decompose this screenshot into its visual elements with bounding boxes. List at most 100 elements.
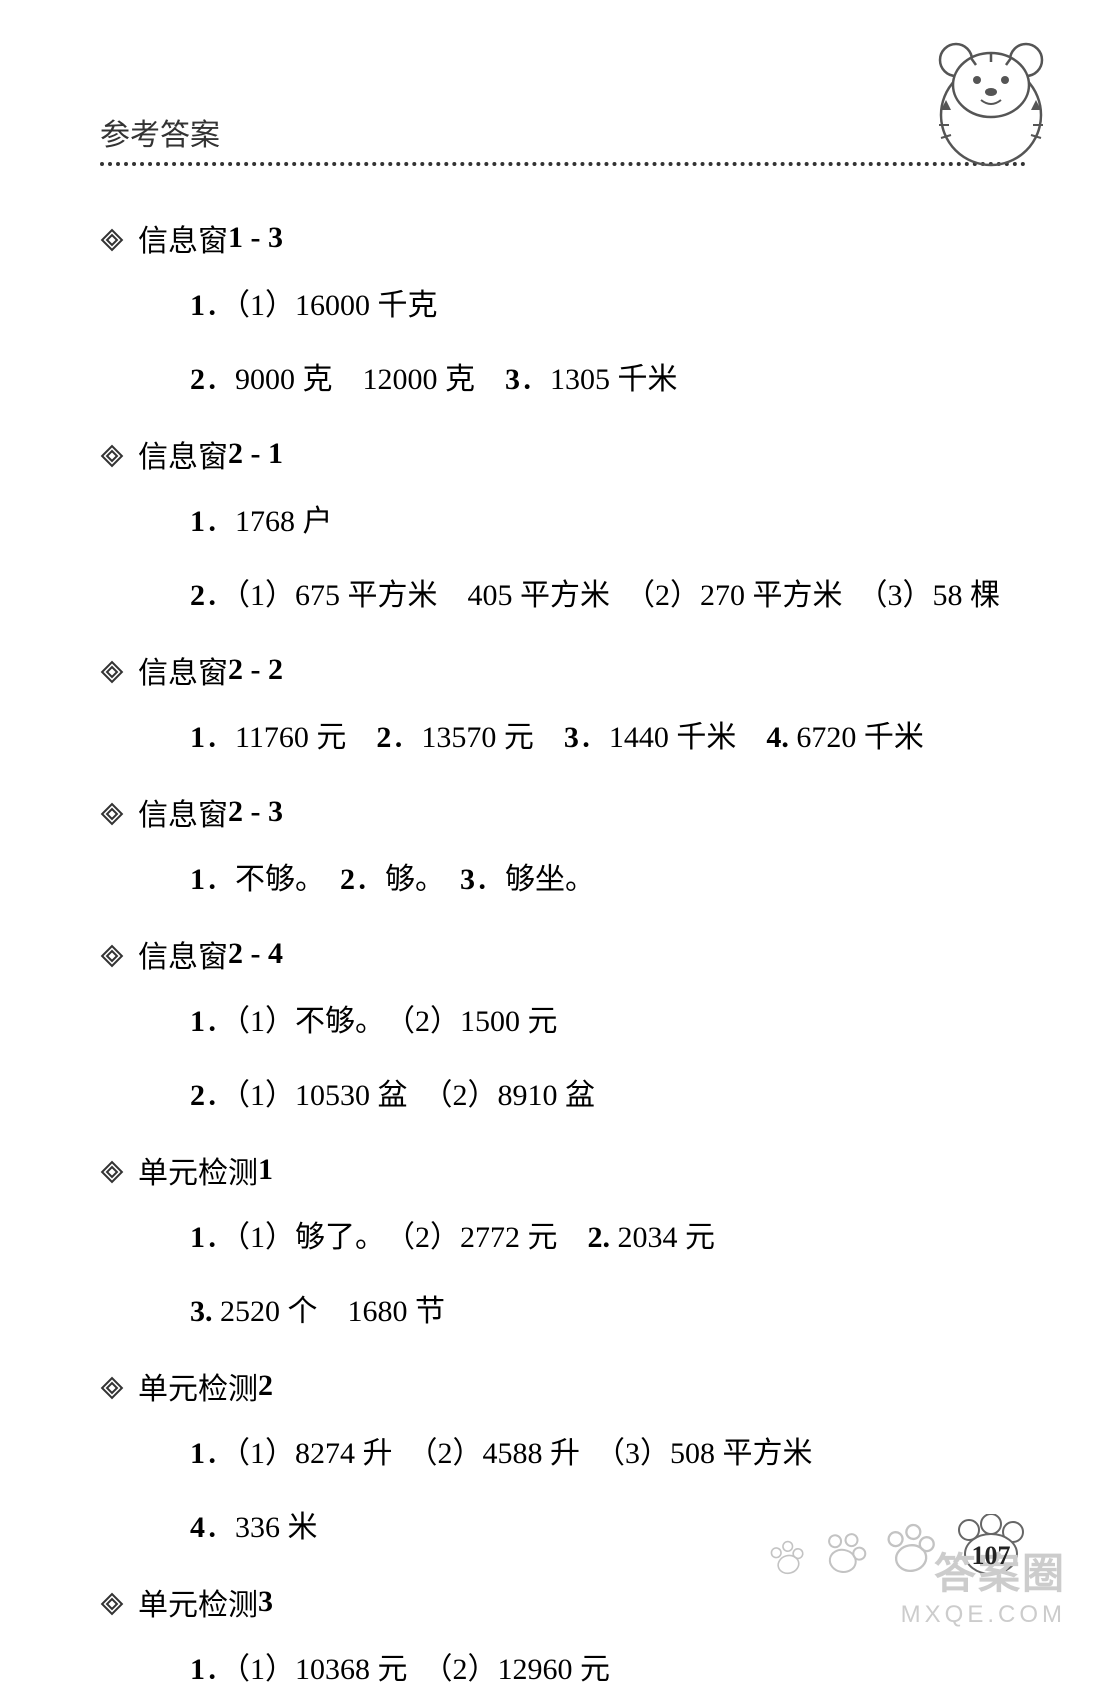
diamond-bullet-icon xyxy=(100,226,124,250)
section-title-text: 信息窗 xyxy=(138,216,228,260)
answer-text: ．（1）10368 元 （2）12960 元 xyxy=(205,1653,610,1686)
section-heading: 信息窗 2 - 2 xyxy=(100,648,1026,692)
answer-text: ．（1）够了。 （2）2772 元 xyxy=(205,1221,588,1254)
section-heading: 单元检测 3 xyxy=(100,1580,1026,1624)
answer-number: 2 xyxy=(340,863,355,896)
section-title-text: 信息窗 xyxy=(138,790,228,834)
answer-number: 2 xyxy=(376,721,391,754)
section-title-text: 信息窗 xyxy=(138,648,228,692)
section-heading: 信息窗 1 - 3 xyxy=(100,216,1026,260)
answer-number: 3 xyxy=(564,721,579,754)
answer-text: ．1440 千米 xyxy=(579,721,767,754)
answer-number: 2 xyxy=(190,579,205,612)
answer-number: 4. xyxy=(766,721,789,754)
section: 信息窗 2 - 3 1．不够。 2．够。 3．够坐。 xyxy=(100,790,1026,904)
section-heading: 信息窗 2 - 3 xyxy=(100,790,1026,834)
answer-text: 2034 元 xyxy=(610,1221,715,1254)
section-title-text: 单元检测 xyxy=(138,1148,258,1192)
section-title-text: 单元检测 xyxy=(138,1364,258,1408)
answer-line: 1．（1）16000 千克 xyxy=(190,282,1026,330)
section-title-text: 信息窗 xyxy=(138,932,228,976)
section: 单元检测 3 1．（1）10368 元 （2）12960 元 xyxy=(100,1580,1026,1694)
answer-number: 1 xyxy=(190,863,205,896)
answer-number: 3 xyxy=(460,863,475,896)
page-header: 参考答案 xyxy=(100,110,1026,154)
section-title-number: 2 - 3 xyxy=(228,795,283,829)
section: 信息窗 1 - 3 1．（1）16000 千克 2．9000 克 12000 克 3… xyxy=(100,216,1026,404)
answer-number: 1 xyxy=(190,721,205,754)
answer-number: 1 xyxy=(190,1653,205,1686)
answer-line: 1．（1）10368 元 （2）12960 元 xyxy=(190,1646,1026,1694)
answer-number: 3. xyxy=(190,1295,213,1328)
section-title-number: 2 - 4 xyxy=(228,937,283,971)
answer-text: ．（1）8274 升 （2）4588 升 （3）508 平方米 xyxy=(205,1437,813,1470)
section: 信息窗 2 - 1 1．1768 户 2．（1）675 平方米 405 平方米 （2… xyxy=(100,432,1026,620)
section-title-text: 单元检测 xyxy=(138,1580,258,1624)
answer-text: ．11760 元 xyxy=(205,721,376,754)
answer-text: ．1305 千米 xyxy=(520,363,678,396)
answer-text: ．（1）10530 盆 （2）8910 盆 xyxy=(205,1079,595,1112)
diamond-bullet-icon xyxy=(100,1158,124,1182)
answer-number: 4 xyxy=(190,1511,205,1544)
answer-text: 2520 个 1680 节 xyxy=(213,1295,446,1328)
answer-line: 1．1768 户 xyxy=(190,498,1026,546)
answer-number: 1 xyxy=(190,1221,205,1254)
answer-text: ．1768 户 xyxy=(205,505,333,538)
answer-text: ．不够。 xyxy=(205,863,340,896)
section-title-number: 2 xyxy=(258,1369,273,1403)
answer-text: 6720 千米 xyxy=(789,721,924,754)
answer-number: 1 xyxy=(190,1437,205,1470)
diamond-bullet-icon xyxy=(100,1374,124,1398)
answer-line: 2．9000 克 12000 克 3．1305 千米 xyxy=(190,356,1026,404)
answer-line: 1．不够。 2．够。 3．够坐。 xyxy=(190,856,1026,904)
section-heading: 单元检测 1 xyxy=(100,1148,1026,1192)
answer-text: ．9000 克 12000 克 xyxy=(205,363,505,396)
section-title-number: 3 xyxy=(258,1585,273,1619)
section: 信息窗 2 - 4 1．（1）不够。 （2）1500 元 2．（1）10530 盆 … xyxy=(100,932,1026,1120)
answer-text: ．13570 元 xyxy=(391,721,564,754)
answer-line: 2．（1）10530 盆 （2）8910 盆 xyxy=(190,1072,1026,1120)
section-title-text: 信息窗 xyxy=(138,432,228,476)
answer-text: ．够。 xyxy=(355,863,460,896)
section-title-number: 2 - 2 xyxy=(228,653,283,687)
answer-number: 1 xyxy=(190,1005,205,1038)
section-heading: 单元检测 2 xyxy=(100,1364,1026,1408)
page-number: 107 xyxy=(972,1541,1011,1571)
diamond-bullet-icon xyxy=(100,942,124,966)
section-title-number: 1 xyxy=(258,1153,273,1187)
diamond-bullet-icon xyxy=(100,658,124,682)
answer-line: 2．（1）675 平方米 405 平方米 （2）270 平方米 （3）58 棵 xyxy=(190,572,1026,620)
section-heading: 信息窗 2 - 1 xyxy=(100,432,1026,476)
section-title-number: 2 - 1 xyxy=(228,437,283,471)
content-area: 信息窗 1 - 31．（1）16000 千克2．9000 克 12000 克 3… xyxy=(100,216,1026,1694)
answer-number: 1 xyxy=(190,289,205,322)
answer-text: ．（1）16000 千克 xyxy=(205,289,438,322)
diamond-bullet-icon xyxy=(100,442,124,466)
section-heading: 信息窗 2 - 4 xyxy=(100,932,1026,976)
watermark-text-2: MXQE.COM xyxy=(901,1601,1066,1629)
answer-line: 1．11760 元 2．13570 元 3．1440 千米 4. 6720 千米 xyxy=(190,714,1026,762)
header-divider xyxy=(100,162,1026,166)
paw-print-icon xyxy=(763,1535,812,1584)
diamond-bullet-icon xyxy=(100,1590,124,1614)
section: 单元检测 11．（1）够了。 （2）2772 元 2. 2034 元3. 252… xyxy=(100,1148,1026,1336)
page-footer: 107 xyxy=(767,1514,1031,1579)
answer-number: 2 xyxy=(190,363,205,396)
answer-number: 1 xyxy=(190,505,205,538)
section: 信息窗 2 - 2 1．11760 元 2．13570 元 3．1440 千米 4… xyxy=(100,648,1026,762)
answer-number: 2. xyxy=(588,1221,611,1254)
answer-number: 2 xyxy=(190,1079,205,1112)
answer-line: 1．（1）够了。 （2）2772 元 2. 2034 元 xyxy=(190,1214,1026,1262)
answer-line: 3. 2520 个 1680 节 xyxy=(190,1288,1026,1336)
answer-text: ．（1）不够。 （2）1500 元 xyxy=(205,1005,558,1038)
answer-text: ．（1）675 平方米 405 平方米 （2）270 平方米 （3）58 棵 xyxy=(205,579,1000,612)
answer-text: ．够坐。 xyxy=(475,863,595,896)
answer-line: 1．（1）8274 升 （2）4588 升 （3）508 平方米 xyxy=(190,1430,1026,1478)
answer-text: ．336 米 xyxy=(205,1511,318,1544)
diamond-bullet-icon xyxy=(100,800,124,824)
header-title: 参考答案 xyxy=(100,110,220,154)
paw-print-icon xyxy=(815,1525,873,1583)
answer-number: 3 xyxy=(505,363,520,396)
section-title-number: 1 - 3 xyxy=(228,221,283,255)
tiger-mascot-icon xyxy=(921,30,1061,170)
